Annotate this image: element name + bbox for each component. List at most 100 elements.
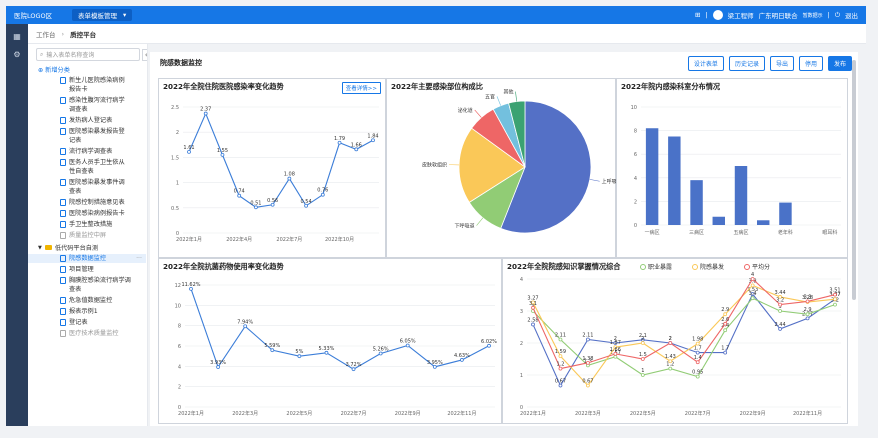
data-label: 3.27: [527, 295, 538, 301]
tree-item[interactable]: 医院感染暴发报告登 记表: [28, 127, 146, 145]
data-point: [531, 305, 535, 310]
data-label: 3.1: [529, 301, 537, 307]
data-point: [723, 321, 728, 326]
power-icon[interactable]: ⏻: [834, 10, 840, 19]
settings-icon[interactable]: ⚙: [13, 50, 21, 59]
tree-item-label: 手卫生整改措施: [69, 221, 113, 228]
data-label: 1.5: [639, 352, 647, 358]
data-label: 0.67: [555, 379, 566, 385]
data-point: [695, 350, 700, 355]
data-label: 0.67: [582, 379, 593, 385]
history-button[interactable]: 历史记录: [728, 55, 765, 71]
data-point: [750, 277, 755, 281]
x-tick-label: 2022年11月: [447, 410, 476, 417]
data-point: [640, 357, 645, 361]
bar: [734, 166, 748, 225]
tree-item[interactable]: 医疗技术质量监控: [28, 329, 146, 338]
data-point: [833, 302, 837, 307]
x-tick-label: 2022年3月: [575, 410, 601, 417]
disable-button[interactable]: 停用: [798, 55, 823, 71]
data-label: 1.2: [666, 362, 674, 368]
bar: [779, 202, 792, 225]
document-icon: [60, 199, 66, 206]
y-tick-label: 0: [520, 405, 523, 411]
tree-item[interactable]: 危急值数据监控: [28, 296, 146, 305]
y-tick-label: 10: [631, 105, 637, 111]
add-category-button[interactable]: ⊕ 新增分类: [38, 67, 70, 74]
chart-title: 2022年全院院感知识掌握情况综合: [507, 262, 621, 271]
template-select[interactable]: 表单模板管理 ▾: [72, 9, 133, 21]
document-icon: [60, 266, 66, 273]
document-icon: [60, 319, 66, 326]
document-icon: [60, 97, 66, 104]
logout-link[interactable]: 退出: [845, 12, 858, 20]
tree-item-label: 发热病人登记表: [69, 117, 113, 124]
data-label: 3.4: [749, 291, 757, 297]
scrollbar[interactable]: [852, 60, 856, 300]
tree-item[interactable]: 院感数据监控 ···: [28, 254, 146, 263]
data-label: 5.26%: [373, 347, 389, 353]
chart-knowledge: 职业暴露 院感暴发 平均分 0 1 2 3 4 2022年1月 2022年3月 2022年5月 202…: [520, 263, 841, 417]
tree-item[interactable]: 手卫生整改措施: [28, 220, 146, 229]
pie-leader: [515, 91, 518, 102]
pie-slice: [500, 100, 592, 234]
collapse-panel-button[interactable]: «: [142, 49, 147, 61]
y-tick-label: 2: [178, 385, 181, 391]
tree-item[interactable]: 医院感染暴发事件调 查表: [28, 178, 146, 196]
export-button[interactable]: 导出: [769, 55, 794, 71]
tree-item[interactable]: 医院感染病例报告卡: [28, 209, 146, 218]
bar: [712, 216, 725, 225]
tree-item[interactable]: 登记表: [28, 318, 146, 327]
tree-item[interactable]: 医务人员手卫生依从 性自查表: [28, 158, 146, 176]
data-point: [189, 286, 193, 291]
y-tick-label: 2: [520, 341, 523, 347]
data-label: 3.44: [775, 290, 786, 296]
x-tick-label: 老年科: [778, 229, 793, 236]
data-label: 2.58: [527, 317, 538, 323]
grid-icon[interactable]: ⊞: [694, 11, 701, 19]
data-point: [354, 147, 359, 152]
data-label: 4.63%: [454, 353, 470, 359]
tree-item[interactable]: 胸膜腔感染流行病学调 查表: [28, 276, 146, 294]
y-tick-label: 12: [175, 283, 181, 289]
more-icon[interactable]: ···: [136, 255, 142, 262]
data-point: [405, 343, 410, 348]
data-point: [750, 292, 755, 296]
publish-button[interactable]: 发布: [827, 55, 852, 71]
tree-item-label: 登记表: [69, 319, 88, 326]
tree-item[interactable]: 质量监控中屏: [28, 231, 146, 240]
design-form-button[interactable]: 设计表单: [687, 55, 724, 71]
hospital-logo: 医院LOGO区: [14, 12, 53, 20]
data-point: [723, 312, 728, 317]
document-icon: [60, 297, 66, 304]
view-details-button[interactable]: 查看详情>>: [341, 82, 381, 94]
data-label: 2: [669, 336, 672, 342]
user-name[interactable]: 梁工程师: [727, 12, 754, 20]
legend-marker: [692, 264, 698, 270]
tree-item[interactable]: 项目管理: [28, 265, 146, 274]
main-header: 院感数据监控 设计表单 历史记录 导出 停用 发布: [150, 52, 858, 74]
data-point: [297, 354, 302, 359]
tree-folder[interactable]: ▼ 低代码平台自测: [28, 243, 147, 253]
add-category-label: 新增分类: [45, 67, 70, 74]
document-icon: [60, 232, 66, 239]
avatar[interactable]: [712, 10, 723, 20]
apps-icon[interactable]: ▦: [13, 32, 21, 41]
data-point: [695, 341, 700, 346]
tree-item[interactable]: 院感控制措施意见表: [28, 198, 146, 207]
side-nav: ▦ ⚙: [6, 24, 28, 426]
data-point: [558, 366, 563, 371]
breadcrumb-root[interactable]: 工作台: [36, 30, 56, 39]
main-content: 院感数据监控 设计表单 历史记录 导出 停用 发布 2022年全院住院医院感染率…: [150, 52, 858, 426]
tree-item[interactable]: 新生儿医院感染病例 报告卡: [28, 76, 146, 94]
tree-item[interactable]: 报表示例1: [28, 307, 146, 316]
tree-item[interactable]: 发热病人登记表: [28, 116, 146, 125]
data-label: 3.93%: [210, 360, 226, 366]
data-label: 0.74: [234, 189, 245, 195]
tree-item[interactable]: 感染性腹泻流行病学 调查表: [28, 96, 146, 114]
data-point: [695, 360, 700, 365]
data-point: [833, 292, 837, 297]
search-input[interactable]: ⌕ 输入表单名称查询: [36, 48, 140, 61]
tree-item[interactable]: 流行病学调查表: [28, 147, 146, 156]
data-point: [203, 111, 208, 116]
